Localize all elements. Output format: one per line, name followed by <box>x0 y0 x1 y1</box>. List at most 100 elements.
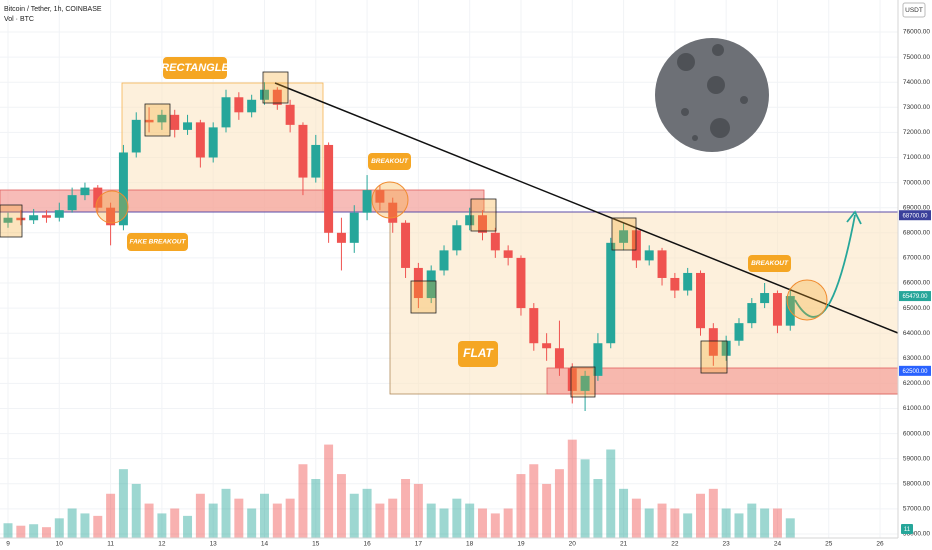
label-bubble <box>458 341 498 367</box>
candle-body <box>657 250 667 278</box>
candle-body <box>619 230 629 243</box>
volume-badge: 11 <box>904 527 911 533</box>
volume-bar <box>195 493 205 538</box>
last-price-tag <box>899 291 931 302</box>
candle-body <box>3 217 13 223</box>
y-tick-label: 56000.00 <box>903 531 930 538</box>
y-tick-label: 66000.00 <box>903 280 930 287</box>
crater <box>692 135 698 141</box>
volume-bar <box>29 524 39 538</box>
y-tick-label: 74000.00 <box>903 79 930 86</box>
volume-bar <box>708 488 718 538</box>
candle-body <box>708 328 718 356</box>
candle-body <box>388 202 398 223</box>
candle-body <box>516 257 526 309</box>
volume-bar <box>401 479 411 538</box>
x-tick-label: 23 <box>723 541 731 548</box>
projection-arrow <box>794 214 856 318</box>
candle-body <box>29 215 39 221</box>
y-tick-label: 57000.00 <box>903 506 930 513</box>
candle-body <box>195 122 205 158</box>
currency[interactable]: USDT <box>905 7 923 14</box>
candle-body <box>426 270 436 299</box>
volume-bar <box>388 498 398 538</box>
pivot-box <box>570 366 596 398</box>
candle-body <box>221 97 231 128</box>
x-tick-label: 15 <box>312 541 320 548</box>
annotation: BREAKOUT <box>751 260 789 267</box>
volume-bar <box>696 493 705 538</box>
pivot-box <box>470 198 497 232</box>
level-tag <box>899 210 931 221</box>
volume-pane <box>3 439 795 538</box>
volume-bar <box>631 498 641 538</box>
candle-body <box>272 89 282 105</box>
crater <box>707 76 725 94</box>
candle-body <box>16 217 26 221</box>
volume-bar <box>529 464 539 538</box>
candle-body <box>247 99 257 113</box>
chart-title: Bitcoin / Tether, 1h, COINBASE <box>4 6 102 13</box>
volume-bar <box>619 488 629 538</box>
volume-bar <box>439 508 449 538</box>
label-bubble <box>368 153 411 170</box>
pivot-box <box>410 280 437 314</box>
candle-body <box>285 104 295 125</box>
volume-bar <box>362 488 372 538</box>
volume-bar <box>606 449 616 538</box>
pivot-box <box>611 217 637 251</box>
volume-bar <box>644 508 654 538</box>
candle-body <box>593 343 603 376</box>
last-price-label: 65479.00 <box>902 294 928 300</box>
candle-body <box>490 232 500 251</box>
circle-marker <box>371 181 409 219</box>
volume-bar <box>247 508 257 538</box>
volume-bar <box>478 508 487 538</box>
candle-body <box>696 272 705 329</box>
trend-line <box>274 82 899 334</box>
crater <box>712 44 724 56</box>
y-tick-label: 63000.00 <box>903 355 930 362</box>
volume-bar <box>272 503 282 538</box>
volume-bar <box>208 503 218 538</box>
label-bubble <box>748 255 791 272</box>
y-tick-label: 60000.00 <box>903 430 930 437</box>
x-tick-label: 20 <box>569 541 577 548</box>
moon <box>655 38 769 152</box>
volume-bar <box>554 469 564 538</box>
candle-body <box>349 212 359 243</box>
volume-bar <box>311 479 321 538</box>
volume-bar <box>580 459 590 538</box>
x-tick-label: 12 <box>158 541 166 548</box>
price-axis-panel <box>898 0 932 550</box>
candle-body <box>118 152 128 226</box>
candle-body <box>375 190 385 203</box>
candle-body <box>324 144 334 233</box>
y-tick-label: 73000.00 <box>903 104 930 111</box>
x-tick-label: 25 <box>825 541 833 548</box>
x-tick-label: 18 <box>466 541 474 548</box>
candle-body <box>465 215 475 226</box>
candle-body <box>54 210 64 218</box>
pivot-box <box>144 103 171 137</box>
volume-badge-bg <box>901 524 913 534</box>
volume-bar <box>452 498 462 538</box>
currency-button[interactable] <box>902 2 926 18</box>
arrow-head <box>846 210 862 225</box>
candle-body <box>683 272 693 291</box>
circle-marker <box>95 190 129 224</box>
candle-body <box>183 122 193 130</box>
x-tick-label: 21 <box>620 541 628 548</box>
candle-body <box>503 250 513 258</box>
volume-bar <box>41 527 51 538</box>
volume-bar <box>16 525 26 538</box>
volume-bar <box>465 503 475 538</box>
candle-body <box>93 187 103 208</box>
volume-bar <box>683 513 693 538</box>
volume-bar <box>747 503 757 538</box>
volume-bar <box>298 464 308 538</box>
candle-body <box>554 348 564 369</box>
candle-body <box>760 293 770 304</box>
axes: 56000.00 57000.00 58000.00 59000.00 60000.00… <box>6 29 931 548</box>
y-tick-label: 69000.00 <box>903 204 930 211</box>
